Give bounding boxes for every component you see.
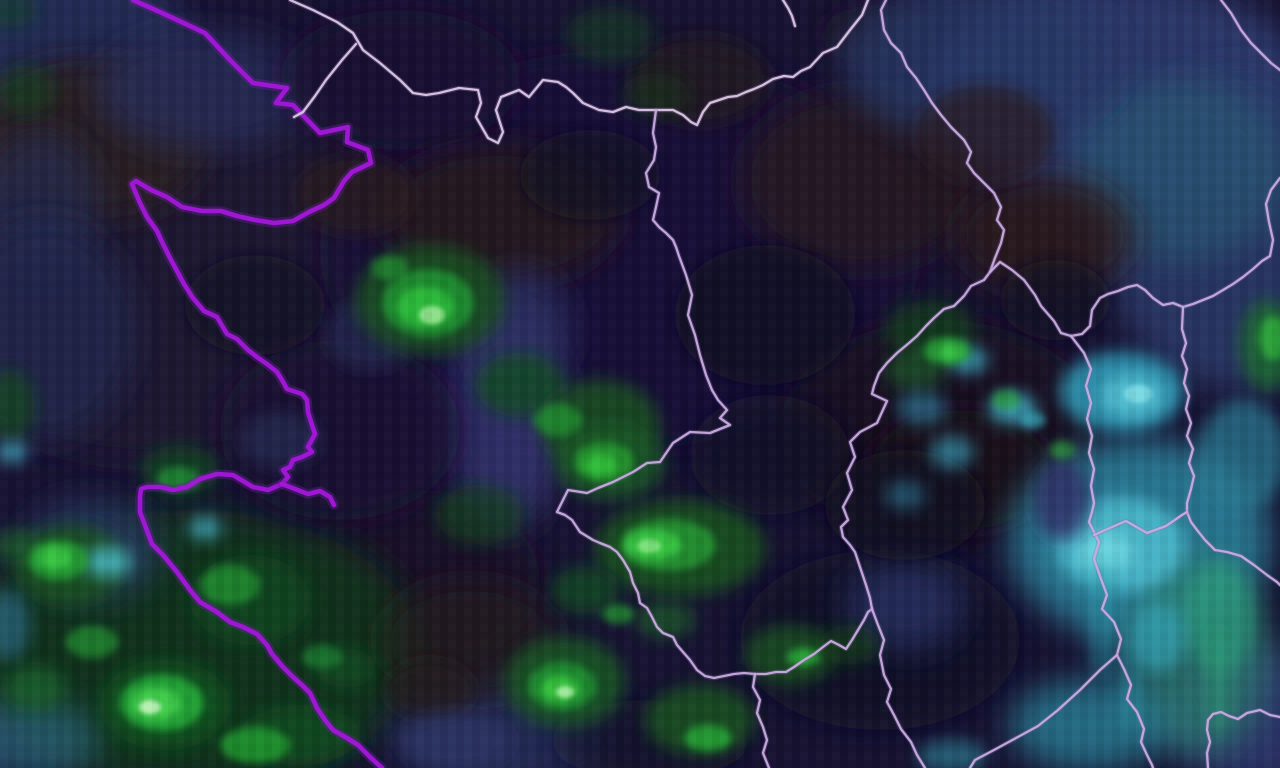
district-border-east-connector [1092, 510, 1189, 537]
district-border-northeast-corner [1219, 0, 1280, 72]
district-border-southeast [1069, 334, 1155, 768]
district-border-northwest-branch [292, 42, 358, 119]
district-border-bottomright-corner [1205, 708, 1280, 768]
district-border-southeast-branch [968, 653, 1119, 768]
boundary-layer [127, 0, 1280, 768]
district-border-central [555, 108, 874, 680]
district-border-northwest [288, 0, 870, 145]
national-border-stub [279, 481, 337, 508]
district-border-top-stub [781, 0, 797, 28]
district-border-northeast [988, 176, 1280, 338]
district-border-east [839, 0, 1006, 768]
district-border-east-vertical [1180, 305, 1280, 587]
national-border-west [129, 0, 385, 768]
district-border-central-south [751, 672, 771, 768]
